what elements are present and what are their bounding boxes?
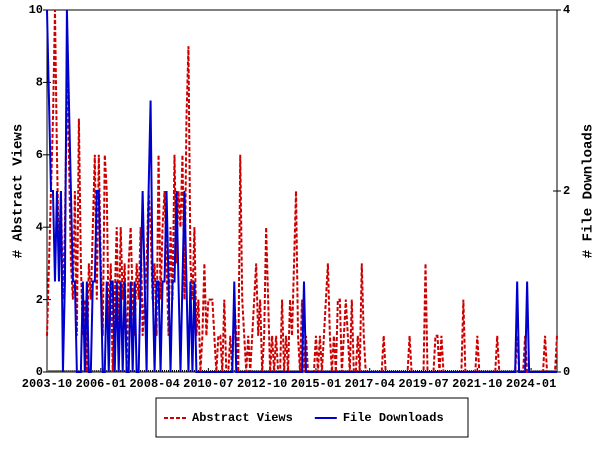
x-tick-label: 2006-01 bbox=[76, 377, 126, 391]
y2-tick-label: 0 bbox=[563, 365, 570, 379]
y2-tick-label: 2 bbox=[563, 184, 570, 198]
x-tick-label: 2015-01 bbox=[291, 377, 341, 391]
y2-axis-title: # File Downloads bbox=[581, 124, 597, 258]
x-tick-label: 2024-01 bbox=[506, 377, 556, 391]
y-axis-title: # Abstract Views bbox=[11, 124, 27, 258]
y-tick-label: 0 bbox=[36, 365, 43, 379]
legend-box bbox=[155, 397, 469, 438]
x-tick-label: 2010-07 bbox=[183, 377, 233, 391]
y-tick-label: 2 bbox=[36, 293, 43, 307]
x-tick-label: 2017-04 bbox=[345, 377, 395, 391]
y-tick-label: 4 bbox=[36, 220, 43, 234]
x-tick-label: 2021-10 bbox=[452, 377, 502, 391]
x-tick-label: 2012-10 bbox=[237, 377, 287, 391]
series-line bbox=[46, 9, 557, 373]
x-tick-label: 2003-10 bbox=[22, 377, 72, 391]
x-tick-label: 2008-04 bbox=[129, 377, 179, 391]
x-tick-label: 2019-07 bbox=[398, 377, 448, 391]
y-tick-label: 8 bbox=[36, 76, 43, 90]
y-tick-label: 6 bbox=[36, 148, 43, 162]
legend-label: Abstract Views bbox=[192, 411, 293, 425]
y-tick-label: 10 bbox=[29, 3, 43, 17]
y2-tick-label: 4 bbox=[563, 3, 570, 17]
legend-label: File Downloads bbox=[343, 411, 444, 425]
